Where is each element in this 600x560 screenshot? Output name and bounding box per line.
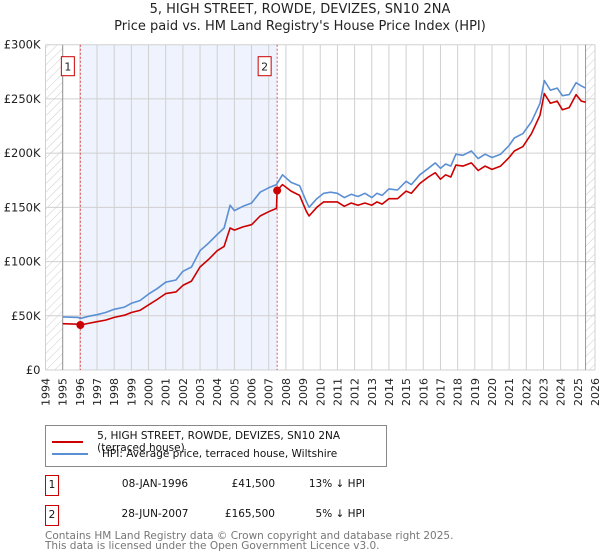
attribution-line: This data is licensed under the Open Gov… bbox=[45, 540, 380, 552]
x-tick-label: 1995 bbox=[57, 378, 70, 406]
x-tick-label: 2011 bbox=[331, 378, 344, 406]
x-tick-label: 2015 bbox=[400, 378, 413, 406]
x-tick-label: 2001 bbox=[160, 378, 173, 406]
legend-swatch-blue bbox=[52, 453, 88, 455]
x-tick-label: 1994 bbox=[40, 378, 53, 406]
x-tick-label: 2025 bbox=[572, 378, 585, 406]
x-tick-label: 2000 bbox=[143, 378, 156, 406]
x-tick-label: 2007 bbox=[263, 378, 276, 406]
legend: 5, HIGH STREET, ROWDE, DEVIZES, SN10 2NA… bbox=[45, 425, 387, 467]
x-tick-label: 2009 bbox=[297, 378, 310, 406]
x-tick-label: 2004 bbox=[211, 378, 224, 406]
attribution-line: Contains HM Land Registry data © Crown c… bbox=[45, 530, 454, 542]
sale-marker-badge: 1 bbox=[45, 475, 59, 496]
chart-subtitle: Price paid vs. HM Land Registry's House … bbox=[114, 19, 486, 34]
x-tick-label: 2016 bbox=[417, 378, 430, 406]
x-tick-label: 2008 bbox=[280, 378, 293, 406]
sale-hpi-diff: 5% ↓ HPI bbox=[315, 508, 365, 520]
sale-price: £165,500 bbox=[224, 508, 275, 520]
annotation-label: 2 bbox=[261, 61, 268, 74]
sale-price: £41,500 bbox=[231, 478, 275, 490]
x-tick-label: 2013 bbox=[366, 378, 379, 406]
x-tick-label: 2003 bbox=[194, 378, 207, 406]
attribution: Contains HM Land Registry data © Crown c… bbox=[45, 530, 454, 552]
x-tick-label: 2010 bbox=[314, 378, 327, 406]
x-tick-label: 2012 bbox=[349, 378, 362, 406]
x-tick-label: 2020 bbox=[486, 378, 499, 406]
x-tick-label: 1999 bbox=[125, 378, 138, 406]
x-tick-label: 2006 bbox=[246, 378, 259, 406]
annotation-label: 1 bbox=[64, 61, 71, 74]
annotation-box bbox=[60, 56, 75, 77]
chart-title: 5, HIGH STREET, ROWDE, DEVIZES, SN10 2NA bbox=[149, 2, 451, 17]
x-tick-label: 1997 bbox=[91, 378, 104, 406]
x-tick-label: 2019 bbox=[469, 378, 482, 406]
legend-label: HPI: Average price, terraced house, Wilt… bbox=[102, 448, 338, 460]
sale-date: 28-JUN-2007 bbox=[121, 508, 189, 520]
plot-area: 1994 1995 1996 1997 1998 1999 2000 2001 2002 2003… bbox=[4, 38, 600, 406]
x-tick-label: 1998 bbox=[108, 378, 121, 406]
x-tick-label: 2002 bbox=[177, 378, 190, 406]
sale-row: 2 28-JUN-2007 £165,500 5% ↓ HPI bbox=[45, 505, 375, 527]
sale-point bbox=[76, 321, 85, 330]
y-tick-label: £50K bbox=[11, 309, 41, 323]
legend-swatch-red bbox=[52, 441, 84, 443]
sale-row: 1 08-JAN-1996 £41,500 13% ↓ HPI bbox=[45, 475, 375, 497]
property-price-line bbox=[62, 92, 586, 326]
y-tick-label: £250K bbox=[4, 92, 41, 106]
x-tick-label: 2014 bbox=[383, 378, 396, 406]
legend-item-hpi: HPI: Average price, terraced house, Wilt… bbox=[52, 448, 337, 460]
y-tick-label: £150K bbox=[4, 200, 41, 214]
y-tick-label: £0 bbox=[26, 363, 41, 377]
x-tick-label: 2018 bbox=[452, 378, 465, 406]
x-tick-label: 2021 bbox=[503, 378, 516, 406]
y-tick-label: £200K bbox=[4, 146, 41, 160]
x-tick-label: 2023 bbox=[537, 378, 550, 406]
x-tick-label: 2022 bbox=[520, 378, 533, 406]
sale-marker-badge: 2 bbox=[45, 505, 59, 526]
y-tick-label: £300K bbox=[4, 38, 41, 52]
hpi-line bbox=[62, 79, 586, 320]
legend-label: 5, HIGH STREET, ROWDE, DEVIZES, SN10 2NA… bbox=[97, 430, 341, 454]
x-tick-label: 2017 bbox=[434, 378, 447, 406]
x-tick-label: 2024 bbox=[555, 378, 568, 406]
x-tick-label: 2026 bbox=[589, 378, 600, 406]
x-tick-label: 1996 bbox=[74, 378, 87, 406]
y-tick-label: £100K bbox=[4, 255, 41, 269]
x-tick-label: 2005 bbox=[228, 378, 241, 406]
sale-point bbox=[273, 186, 282, 195]
sale-date: 08-JAN-1996 bbox=[121, 478, 189, 490]
legend-item-property: 5, HIGH STREET, ROWDE, DEVIZES, SN10 2NA… bbox=[52, 430, 386, 454]
sale-hpi-diff: 13% ↓ HPI bbox=[308, 478, 365, 490]
annotation-box bbox=[257, 56, 272, 77]
